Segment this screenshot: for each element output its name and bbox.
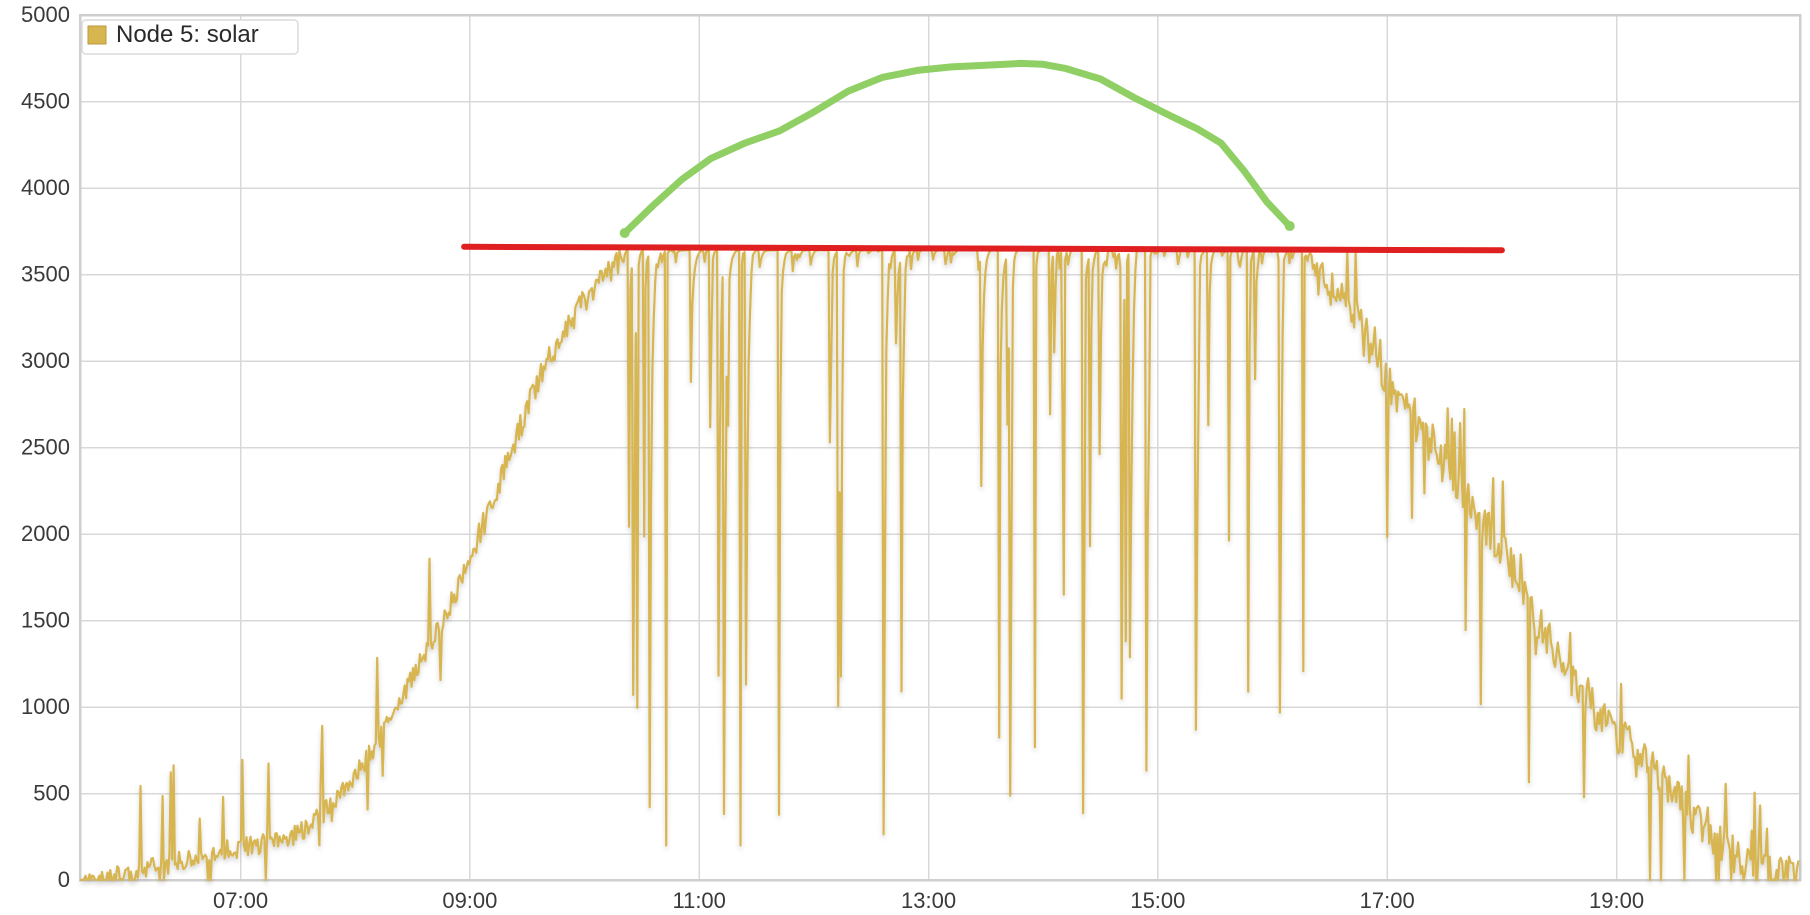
y-tick-label: 0 (58, 867, 70, 892)
x-tick-label: 13:00 (901, 888, 956, 913)
y-tick-label: 1500 (21, 608, 70, 633)
y-tick-label: 4500 (21, 89, 70, 114)
x-tick-label: 15:00 (1130, 888, 1185, 913)
y-tick-label: 3000 (21, 348, 70, 373)
legend-swatch (88, 26, 106, 44)
x-tick-label: 17:00 (1360, 888, 1415, 913)
legend-label: Node 5: solar (116, 21, 259, 48)
y-tick-label: 4000 (21, 175, 70, 200)
y-tick-label: 1000 (21, 694, 70, 719)
chart-svg: 0 500 1000 1500 2000 2500 3000 3500 4000 4500 5000… (0, 0, 1810, 915)
green-curve-start-dot (620, 228, 630, 238)
legend: Node 5: solar (82, 20, 298, 54)
chart-bg (0, 0, 1810, 915)
y-tick-label: 500 (33, 781, 70, 806)
series-red-threshold (464, 247, 1502, 251)
y-tick-label: 2000 (21, 521, 70, 546)
green-curve-end-dot (1285, 221, 1295, 231)
y-tick-label: 3500 (21, 262, 70, 287)
x-tick-label: 07:00 (213, 888, 268, 913)
x-tick-label: 09:00 (442, 888, 497, 913)
x-tick-label: 19:00 (1589, 888, 1644, 913)
y-tick-label: 5000 (21, 2, 70, 27)
solar-chart: 0 500 1000 1500 2000 2500 3000 3500 4000 4500 5000… (0, 0, 1810, 915)
x-tick-label: 11:00 (672, 888, 725, 913)
y-tick-label: 2500 (21, 435, 70, 460)
